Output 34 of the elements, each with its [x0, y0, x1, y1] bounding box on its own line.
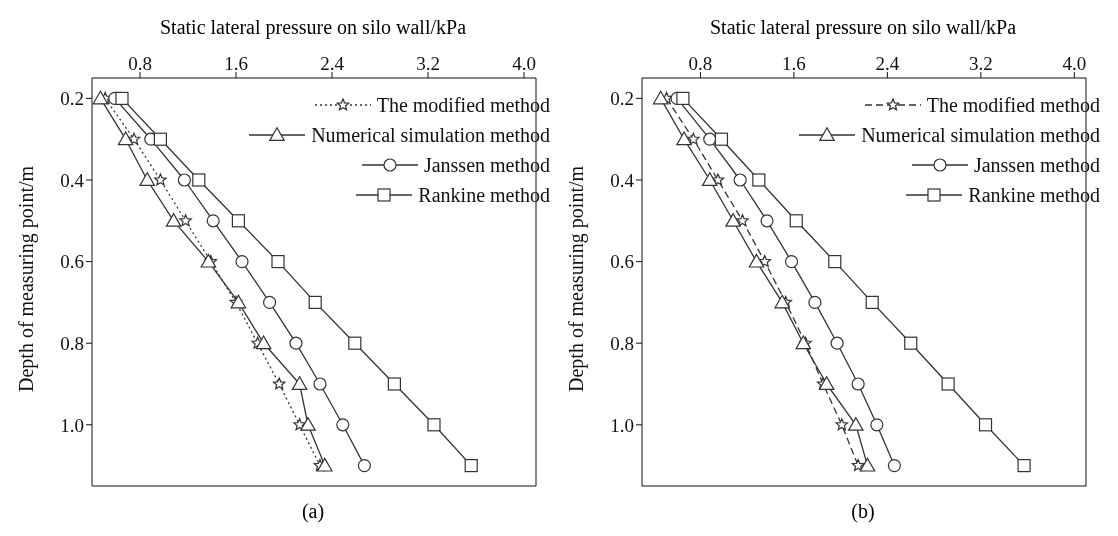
legend-label: Janssen method: [423, 153, 550, 177]
y-tick-label: 0.8: [60, 332, 84, 354]
legend-label: Numerical simulation method: [861, 123, 1100, 147]
y-tick-label: 0.6: [60, 251, 84, 273]
y-axis-title: Depth of measuring point/m: [565, 165, 589, 392]
y-tick-label: 0.8: [610, 332, 634, 354]
y-tick-label: 1.0: [610, 414, 634, 436]
x-tick-label: 3.2: [968, 53, 993, 74]
x-tick-label: 0.8: [128, 53, 152, 74]
y-tick-label: 0.2: [610, 88, 634, 110]
x-tick-label: 1.6: [782, 53, 806, 74]
x-tick-label: 3.2: [416, 53, 440, 74]
x-tick-label: 1.6: [224, 53, 248, 74]
x-tick-label: 4.0: [512, 53, 536, 74]
x-tick-label: 2.4: [875, 53, 900, 74]
y-tick-label: 1.0: [60, 414, 84, 436]
legend-label: Numerical simulation method: [311, 123, 550, 147]
legend-label: The modified method: [376, 93, 550, 117]
y-axis-title: Depth of measuring point/m: [15, 165, 39, 392]
x-tick-label: 4.0: [1062, 53, 1087, 74]
legend-label: Rankine method: [418, 183, 550, 207]
text: (b): [850, 500, 876, 523]
x-axis-title: Static lateral pressure on silo wall/kPa: [158, 16, 467, 39]
y-tick-label: 0.2: [60, 88, 84, 110]
x-axis-title: Static lateral pressure on silo wall/kPa: [708, 16, 1017, 39]
y-tick-label: 0.6: [610, 251, 634, 273]
x-tick-label: 2.4: [320, 53, 345, 74]
legend-label: Rankine method: [968, 183, 1100, 207]
legend-label: The modified method: [926, 93, 1100, 117]
y-tick-label: 0.4: [610, 169, 635, 191]
y-tick-label: 0.4: [60, 169, 85, 191]
legend-label: Janssen method: [973, 153, 1100, 177]
x-tick-label: 0.8: [688, 53, 713, 74]
text: (a): [300, 500, 326, 523]
